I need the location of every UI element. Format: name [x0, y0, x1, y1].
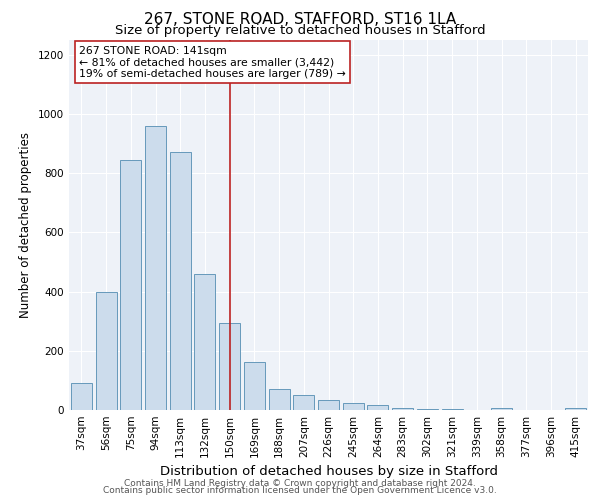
Text: 267 STONE ROAD: 141sqm
← 81% of detached houses are smaller (3,442)
19% of semi-: 267 STONE ROAD: 141sqm ← 81% of detached…	[79, 46, 346, 79]
Bar	[95, 292, 116, 410]
Bar	[71, 384, 92, 410]
Bar	[269, 390, 290, 410]
Text: Contains public sector information licensed under the Open Government Licence v3: Contains public sector information licen…	[103, 486, 497, 495]
Y-axis label: Number of detached properties: Number of detached properties	[19, 132, 32, 318]
Bar	[442, 409, 463, 410]
Bar	[145, 126, 166, 410]
Bar	[318, 400, 339, 410]
Bar	[120, 160, 141, 410]
Bar	[491, 408, 512, 410]
Bar	[293, 395, 314, 410]
Bar	[170, 152, 191, 410]
Bar	[219, 322, 240, 410]
Bar	[565, 408, 586, 410]
Text: Size of property relative to detached houses in Stafford: Size of property relative to detached ho…	[115, 24, 485, 37]
Text: Contains HM Land Registry data © Crown copyright and database right 2024.: Contains HM Land Registry data © Crown c…	[124, 478, 476, 488]
Bar	[417, 408, 438, 410]
X-axis label: Distribution of detached houses by size in Stafford: Distribution of detached houses by size …	[160, 466, 497, 478]
Bar	[343, 402, 364, 410]
Bar	[194, 274, 215, 410]
Text: 267, STONE ROAD, STAFFORD, ST16 1LA: 267, STONE ROAD, STAFFORD, ST16 1LA	[144, 12, 456, 28]
Bar	[392, 408, 413, 410]
Bar	[244, 362, 265, 410]
Bar	[367, 404, 388, 410]
